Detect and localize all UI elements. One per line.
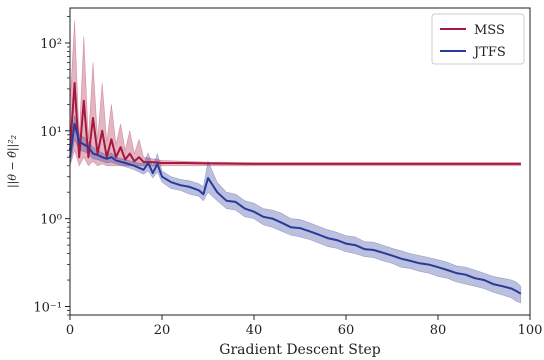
- x-tick-label: 20: [154, 323, 171, 338]
- x-tick-label: 0: [66, 323, 74, 338]
- y-tick-label: 10⁰: [40, 213, 62, 228]
- x-tick-label: 40: [246, 323, 263, 338]
- line-jtfs: [69, 122, 522, 295]
- legend: MSS JTFS: [431, 13, 525, 65]
- y-axis: 10⁻¹ 10⁰ 10¹ 10²: [33, 16, 70, 315]
- legend-label-mss: MSS: [474, 23, 505, 38]
- x-axis-label: Gradient Descent Step: [219, 342, 380, 358]
- y-tick-label: 10¹: [40, 125, 62, 140]
- x-tick-label: 100: [518, 323, 543, 338]
- x-tick-label: 60: [338, 323, 355, 338]
- x-tick-label: 80: [430, 323, 447, 338]
- y-tick-label: 10⁻¹: [33, 300, 62, 315]
- y-axis-label: ||θ − θ̂||²₂: [6, 135, 20, 188]
- y-tick-label: 10²: [40, 37, 62, 52]
- plot-frame: [69, 7, 531, 316]
- legend-label-jtfs: JTFS: [472, 45, 506, 60]
- band-jtfs: [69, 115, 522, 304]
- line-mss: [69, 82, 521, 165]
- x-axis: 0 20 40 60 80 100: [66, 315, 543, 338]
- series-lines: [69, 82, 522, 295]
